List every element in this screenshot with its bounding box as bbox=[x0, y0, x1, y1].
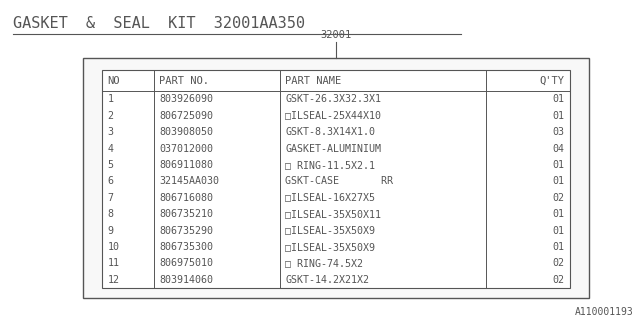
Text: 1: 1 bbox=[108, 94, 113, 104]
Text: GSKT-14.2X21X2: GSKT-14.2X21X2 bbox=[285, 275, 369, 285]
Text: 806716080: 806716080 bbox=[159, 193, 213, 203]
Text: 3: 3 bbox=[108, 127, 113, 137]
Text: 32145AA030: 32145AA030 bbox=[159, 176, 219, 187]
Text: 01: 01 bbox=[552, 111, 564, 121]
Text: 11: 11 bbox=[108, 259, 120, 268]
Text: 32001: 32001 bbox=[321, 30, 351, 40]
Bar bbox=[83, 58, 589, 298]
Text: GSKT-CASE       RR: GSKT-CASE RR bbox=[285, 176, 393, 187]
Text: □ILSEAL-35X50X11: □ILSEAL-35X50X11 bbox=[285, 209, 381, 219]
Text: PART NAME: PART NAME bbox=[285, 76, 341, 86]
Text: 5: 5 bbox=[108, 160, 113, 170]
Text: GASKET  &  SEAL  KIT  32001AA350: GASKET & SEAL KIT 32001AA350 bbox=[13, 16, 305, 31]
Text: 01: 01 bbox=[552, 160, 564, 170]
Text: 806735210: 806735210 bbox=[159, 209, 213, 219]
Text: PART NO.: PART NO. bbox=[159, 76, 209, 86]
Text: 8: 8 bbox=[108, 209, 113, 219]
Text: 4: 4 bbox=[108, 144, 113, 154]
Text: 7: 7 bbox=[108, 193, 113, 203]
Text: 037012000: 037012000 bbox=[159, 144, 213, 154]
Text: 02: 02 bbox=[552, 275, 564, 285]
Text: 02: 02 bbox=[552, 193, 564, 203]
Text: □ILSEAL-35X50X9: □ILSEAL-35X50X9 bbox=[285, 226, 375, 236]
Text: 803926090: 803926090 bbox=[159, 94, 213, 104]
Text: 03: 03 bbox=[552, 127, 564, 137]
Text: 02: 02 bbox=[552, 259, 564, 268]
Text: □ILSEAL-35X50X9: □ILSEAL-35X50X9 bbox=[285, 242, 375, 252]
Text: GSKT-26.3X32.3X1: GSKT-26.3X32.3X1 bbox=[285, 94, 381, 104]
Text: 01: 01 bbox=[552, 242, 564, 252]
Text: 806735290: 806735290 bbox=[159, 226, 213, 236]
Text: A110001193: A110001193 bbox=[575, 307, 634, 317]
Text: 806975010: 806975010 bbox=[159, 259, 213, 268]
Text: 803914060: 803914060 bbox=[159, 275, 213, 285]
Text: 6: 6 bbox=[108, 176, 113, 187]
Text: 806735300: 806735300 bbox=[159, 242, 213, 252]
Bar bbox=[102, 70, 570, 288]
Text: Q'TY: Q'TY bbox=[540, 76, 564, 86]
Text: 01: 01 bbox=[552, 209, 564, 219]
Text: 01: 01 bbox=[552, 94, 564, 104]
Text: 806725090: 806725090 bbox=[159, 111, 213, 121]
Text: □ILSEAL-16X27X5: □ILSEAL-16X27X5 bbox=[285, 193, 375, 203]
Text: 806911080: 806911080 bbox=[159, 160, 213, 170]
Text: 01: 01 bbox=[552, 176, 564, 187]
Text: 12: 12 bbox=[108, 275, 120, 285]
Text: GSKT-8.3X14X1.0: GSKT-8.3X14X1.0 bbox=[285, 127, 375, 137]
Text: □ILSEAL-25X44X10: □ILSEAL-25X44X10 bbox=[285, 111, 381, 121]
Text: □ RING-11.5X2.1: □ RING-11.5X2.1 bbox=[285, 160, 375, 170]
Text: GASKET-ALUMINIUM: GASKET-ALUMINIUM bbox=[285, 144, 381, 154]
Text: 04: 04 bbox=[552, 144, 564, 154]
Text: □ RING-74.5X2: □ RING-74.5X2 bbox=[285, 259, 363, 268]
Text: 10: 10 bbox=[108, 242, 120, 252]
Text: NO: NO bbox=[108, 76, 120, 86]
Text: 9: 9 bbox=[108, 226, 113, 236]
Text: 2: 2 bbox=[108, 111, 113, 121]
Text: 803908050: 803908050 bbox=[159, 127, 213, 137]
Text: 01: 01 bbox=[552, 226, 564, 236]
